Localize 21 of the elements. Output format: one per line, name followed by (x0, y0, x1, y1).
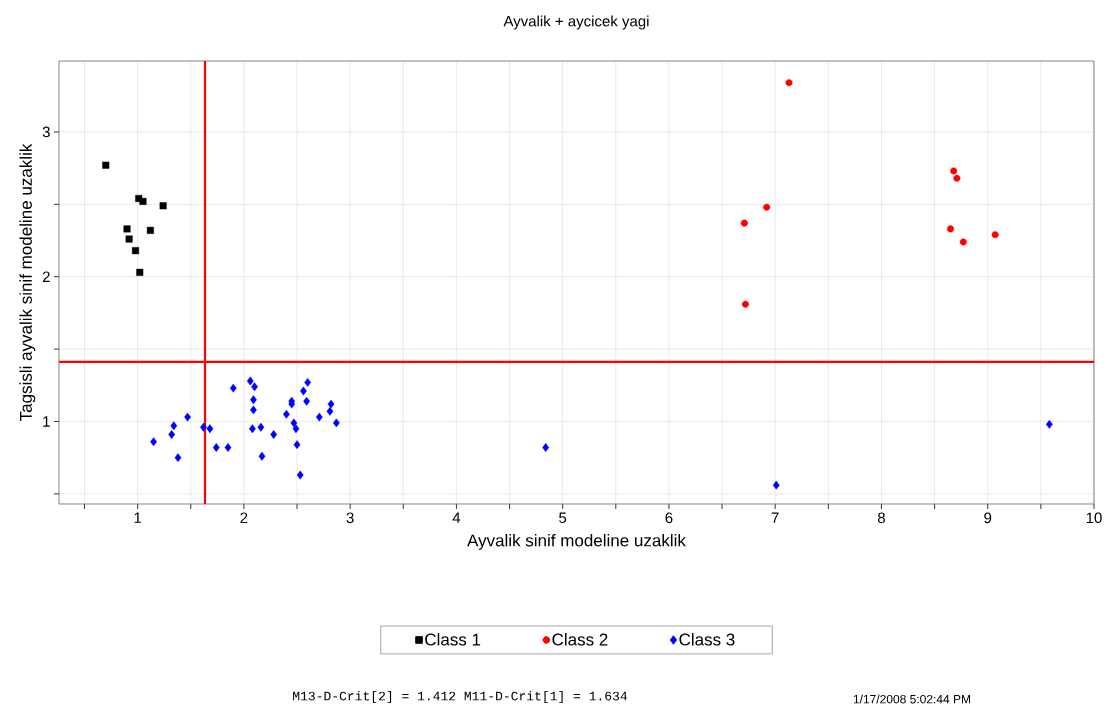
x-tick-label: 4 (452, 512, 461, 523)
y-tick-label: 1 (43, 416, 50, 427)
x-tick-label: 3 (346, 512, 354, 524)
x-tick-label: 9 (984, 512, 992, 524)
y-axis-title: Tagsisli ayvalik sinif modeline uzaklik (19, 143, 36, 421)
x-tick-label: 10 (1086, 512, 1102, 524)
x-tick-label: 8 (877, 512, 885, 524)
y-tick-label: 2 (42, 271, 50, 282)
legend-label: Class 3 (679, 633, 735, 646)
y-tick-label: 3 (42, 126, 50, 138)
text: 1/17/2008 5:02:44 PM (853, 694, 971, 704)
x-tick-label: 7 (771, 512, 779, 523)
legend-label: Class 2 (552, 633, 608, 646)
chart-title: Ayvalik + aycicek yagi (503, 15, 649, 30)
x-tick-label: 6 (665, 512, 673, 524)
legend-label: Class 1 (425, 633, 481, 646)
x-tick-label: 2 (240, 512, 248, 523)
x-axis-title: Ayvalik sinif modeline uzaklik (467, 534, 686, 550)
text: M13-D-Crit[2] = 1.412 M11-D-Crit[1] = 1.634 (293, 690, 628, 704)
x-tick-label: 5 (559, 512, 567, 523)
x-tick-label: 1 (134, 512, 142, 523)
